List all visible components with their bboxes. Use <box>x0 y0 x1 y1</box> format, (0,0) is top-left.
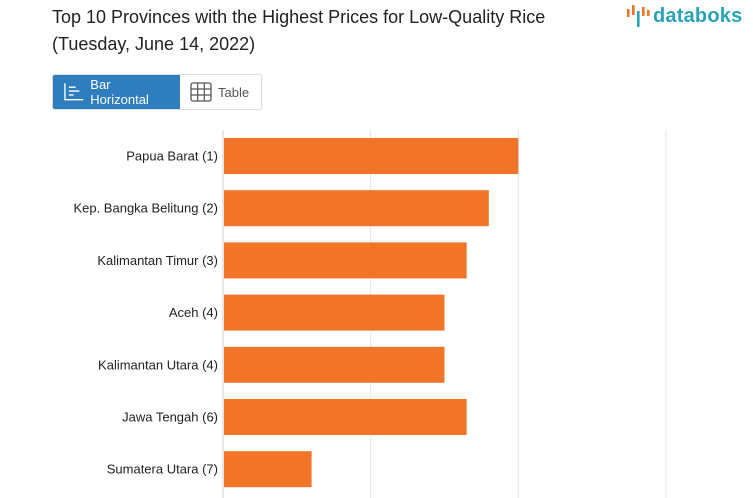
table-icon <box>190 82 212 102</box>
brand-logo: databoks <box>626 5 742 27</box>
category-label: Kalimantan Utara (4) <box>98 357 218 372</box>
category-label: Jawa Tengah (6) <box>122 410 218 425</box>
bar-horizontal-button[interactable]: Bar Horizontal <box>53 75 180 109</box>
bar-horizontal-label: Bar Horizontal <box>90 77 149 107</box>
bar[interactable] <box>224 242 467 279</box>
bar[interactable] <box>224 138 519 174</box>
category-label: Papua Barat (1) <box>126 149 218 164</box>
bar[interactable] <box>224 190 489 227</box>
category-label: Kalimantan Timur (3) <box>97 253 218 268</box>
databoks-logo-icon <box>627 5 650 27</box>
category-label: Kep. Bangka Belitung (2) <box>73 201 218 216</box>
view-toggle: Bar Horizontal Table <box>52 74 262 110</box>
brand-name: databoks <box>653 5 743 27</box>
bar[interactable] <box>224 451 312 488</box>
bar[interactable] <box>224 399 467 435</box>
table-label: Table <box>218 84 250 100</box>
category-label: Sumatera Utara (7) <box>107 462 218 477</box>
bar-chart-icon <box>64 83 84 101</box>
table-button[interactable]: Table <box>180 75 259 109</box>
bar[interactable] <box>224 294 445 331</box>
bar[interactable] <box>224 346 445 383</box>
category-label: Aceh (4) <box>169 305 218 320</box>
chart-title: Top 10 Provinces with the Highest Prices… <box>52 7 546 54</box>
